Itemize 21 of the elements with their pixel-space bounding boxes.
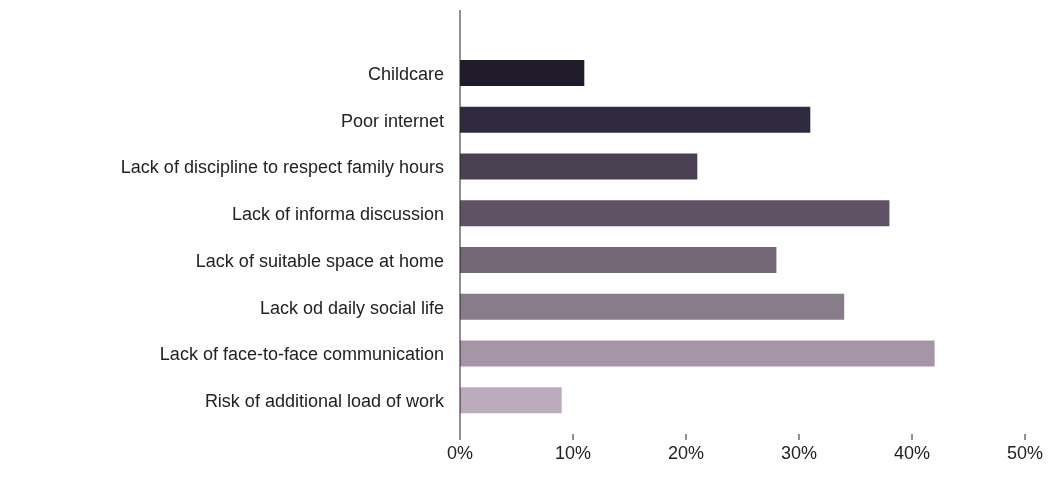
bar bbox=[460, 340, 935, 367]
x-tick-label: 0% bbox=[446, 442, 474, 463]
bar bbox=[460, 293, 845, 320]
y-tick-label: Risk of additional load of work bbox=[204, 391, 445, 412]
y-tick-label: Lack of informa discussion bbox=[231, 204, 444, 225]
bar bbox=[460, 387, 562, 414]
x-tick-label: 50% bbox=[1006, 442, 1044, 463]
y-tick-label: Childcare bbox=[367, 63, 444, 84]
y-tick-label: Lack of face-to-face communication bbox=[159, 344, 444, 365]
bar bbox=[460, 153, 698, 180]
y-tick-label: Lack of suitable space at home bbox=[195, 250, 444, 271]
bar bbox=[460, 247, 777, 273]
y-tick-label: Lack od daily social life bbox=[259, 297, 444, 318]
bar bbox=[460, 200, 890, 227]
x-tick-label: 10% bbox=[554, 442, 592, 463]
x-tick-label: 30% bbox=[780, 442, 818, 463]
x-tick-label: 20% bbox=[667, 442, 705, 463]
y-tick-label: Poor internet bbox=[340, 110, 444, 131]
bar bbox=[460, 106, 811, 133]
y-tick-label: Lack of discipline to respect family hours bbox=[120, 157, 444, 178]
x-tick-label: 40% bbox=[893, 442, 931, 463]
